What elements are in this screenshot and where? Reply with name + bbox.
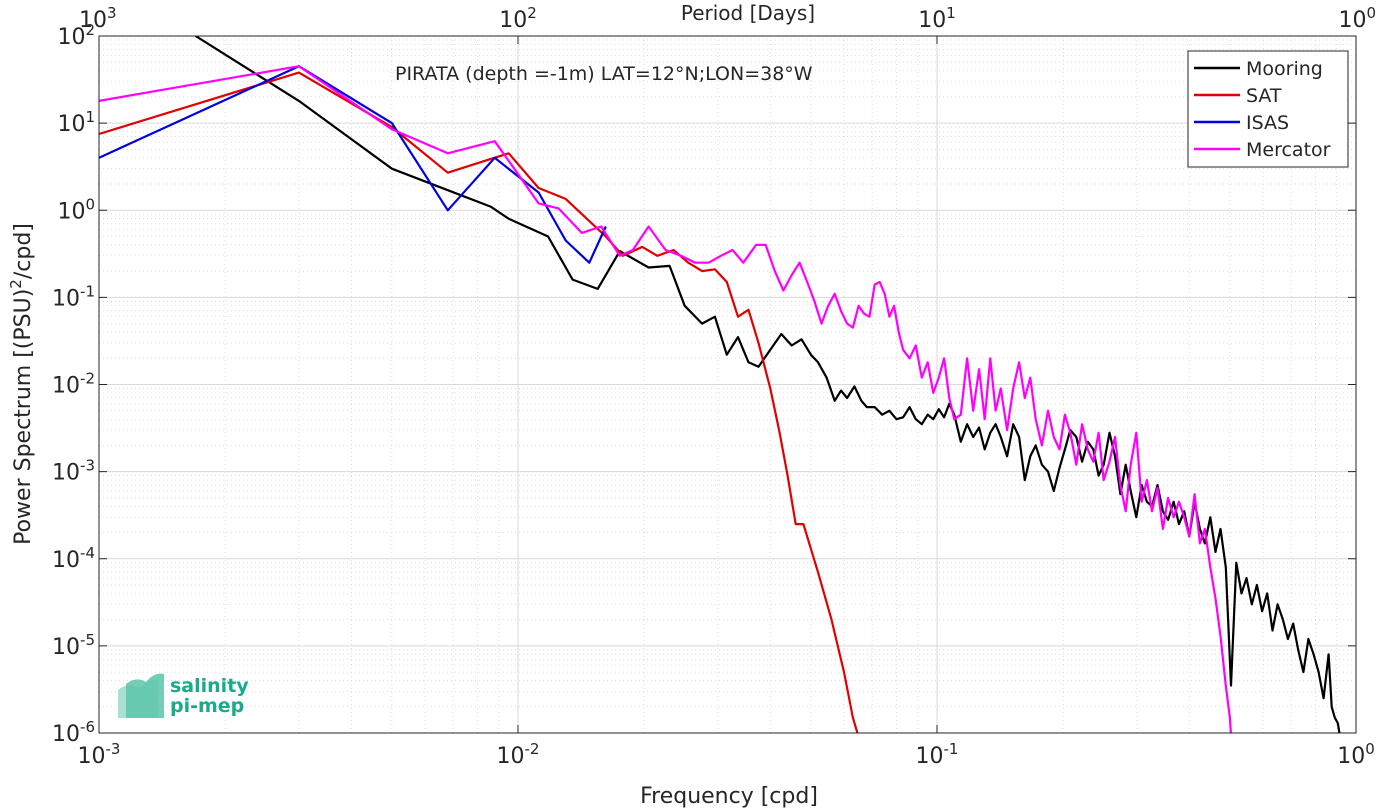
y-tick-label: 10-4 <box>52 544 95 573</box>
y-tick-label: 10-3 <box>52 457 95 486</box>
y-tick-label: 101 <box>57 108 95 137</box>
y-tick-label: 10-6 <box>52 718 95 747</box>
x-tick-label: 10-3 <box>78 740 121 769</box>
legend-label-sat: SAT <box>1246 85 1282 107</box>
top-tick-label: 102 <box>499 4 537 33</box>
ticks-layer <box>98 35 1357 734</box>
x-tick-labels: 10-3 10-2 10-1 100 <box>78 740 1375 769</box>
x-tick-label: 10-1 <box>916 740 959 769</box>
legend-box <box>1187 50 1349 168</box>
chart-title: PIRATA (depth =-1m) LAT=12°N;LON=38°W <box>395 63 813 85</box>
top-axis-label: Period [Days] <box>681 1 815 25</box>
x-axis-label: Frequency [cpd] <box>640 784 818 809</box>
x-tick-label: 10-2 <box>497 740 540 769</box>
y-tick-labels: 10-6 10-5 10-4 10-3 10-2 10-1 100 101 102 <box>52 21 95 747</box>
y-tick-label: 10-5 <box>52 631 95 660</box>
y-axis-label: Power Spectrum [(PSU)2/cpd] <box>7 223 36 545</box>
series-layer <box>99 36 1341 733</box>
top-tick-labels: 103 102 101 100 <box>79 4 1376 33</box>
y-tick-label: 100 <box>57 195 95 224</box>
series-line-mercator <box>99 65 1232 733</box>
legend: Mooring SAT ISAS Mercator <box>1187 50 1349 168</box>
series-line-sat <box>99 71 859 733</box>
series-line-isas <box>99 65 607 264</box>
legend-label-mercator: Mercator <box>1246 139 1331 161</box>
y-tick-label: 10-2 <box>52 370 95 399</box>
x-tick-label: 100 <box>1337 740 1375 769</box>
salinity-pimep-logo: salinity pi-mep <box>118 673 249 718</box>
series-line-mooring <box>195 36 1341 733</box>
logo-line1: salinity <box>170 675 249 697</box>
top-tick-label: 103 <box>79 4 117 33</box>
top-tick-label: 101 <box>918 4 956 33</box>
y-tick-label: 10-1 <box>52 282 95 311</box>
logo-line2: pi-mep <box>170 695 244 717</box>
legend-label-mooring: Mooring <box>1246 58 1323 80</box>
y-tick-label: 102 <box>57 21 95 50</box>
legend-label-isas: ISAS <box>1246 112 1289 134</box>
legend-entries: Mooring SAT ISAS Mercator <box>1194 58 1331 161</box>
logo-wave-icon-2 <box>126 673 164 718</box>
top-tick-label: 100 <box>1338 4 1376 33</box>
